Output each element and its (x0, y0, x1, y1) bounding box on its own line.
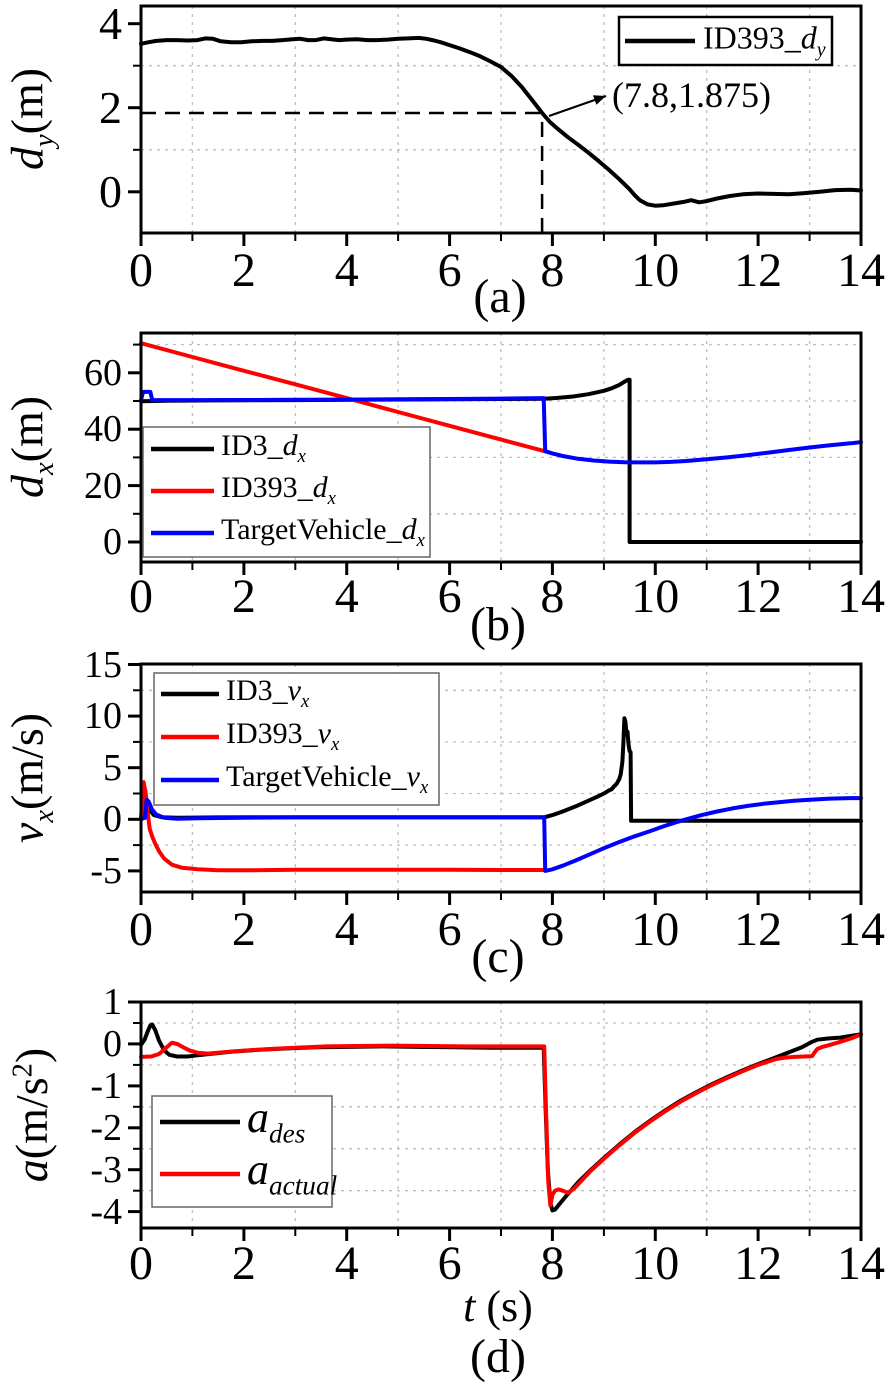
legend-box-d (151, 1095, 333, 1208)
series-targetvehicle_vx (139, 796, 863, 873)
annotation-arrowhead (593, 95, 606, 105)
series-id393_dy (139, 35, 863, 208)
series-a_actual (139, 1032, 863, 1208)
series-targetvehicle_dx (139, 389, 863, 465)
series-id393_vx (140, 780, 547, 873)
